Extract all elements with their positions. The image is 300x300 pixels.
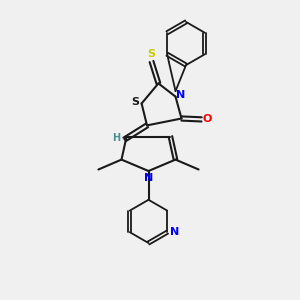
Text: N: N [176,90,185,100]
Text: N: N [144,172,153,183]
Text: O: O [203,114,212,124]
Text: S: S [147,49,155,59]
Text: S: S [131,97,139,107]
Text: H: H [112,133,120,143]
Text: N: N [170,227,179,237]
